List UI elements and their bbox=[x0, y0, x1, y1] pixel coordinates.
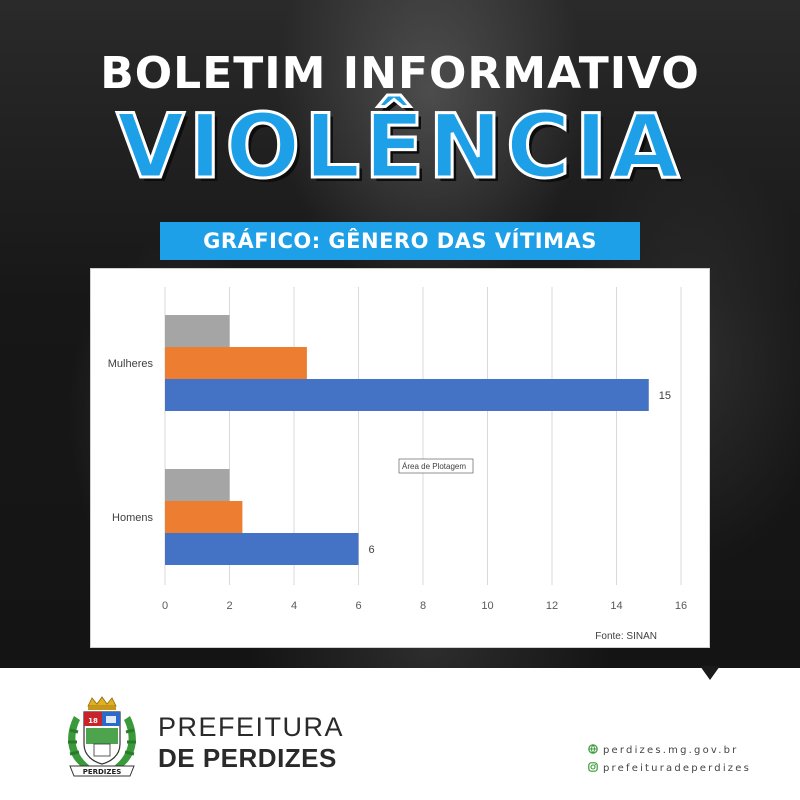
x-tick-label: 4 bbox=[291, 600, 297, 612]
x-tick-label: 6 bbox=[355, 600, 361, 612]
crest-year: 18 bbox=[88, 717, 98, 725]
org-name: PREFEITURA DE PERDIZES bbox=[158, 712, 345, 773]
bar bbox=[165, 469, 230, 501]
x-tick-label: 16 bbox=[675, 600, 687, 612]
city-crest-logo: 18 PERDIZES bbox=[68, 696, 136, 777]
main-title: VIOLÊNCIA bbox=[115, 94, 684, 198]
data-label: 6 bbox=[369, 544, 375, 556]
y-category-label: Mulheres bbox=[108, 358, 154, 370]
footer-notch bbox=[700, 666, 720, 680]
bar bbox=[165, 347, 307, 379]
bar-chart: 0 2 4 6 8 10 12 14 16 Mulheres 15 Homens 6 Área de Pl… bbox=[108, 287, 687, 642]
x-tick-label: 0 bbox=[162, 600, 168, 612]
x-tick-label: 10 bbox=[481, 600, 493, 612]
x-tick-label: 12 bbox=[546, 600, 558, 612]
source-label: Fonte: SINAN bbox=[595, 631, 657, 642]
x-tick-label: 8 bbox=[420, 600, 426, 612]
x-tick-label: 2 bbox=[226, 600, 232, 612]
bar bbox=[165, 501, 243, 533]
org-line2: DE PERDIZES bbox=[158, 743, 337, 773]
x-tick-label: 14 bbox=[610, 600, 622, 612]
website-row[interactable]: perdizes.mg.gov.br bbox=[588, 742, 751, 760]
y-category-label: Homens bbox=[112, 512, 153, 524]
crest-banner-text: PERDIZES bbox=[83, 768, 122, 776]
chart-container: 0 2 4 6 8 10 12 14 16 Mulheres 15 Homens 6 Área de Pl… bbox=[90, 268, 710, 648]
bar bbox=[165, 533, 359, 565]
instagram-handle[interactable]: prefeituradeperdizes bbox=[603, 763, 752, 774]
plot-area-tooltip: Área de Plotagem bbox=[402, 462, 466, 471]
data-label: 15 bbox=[659, 390, 671, 402]
instagram-row[interactable]: prefeituradeperdizes bbox=[588, 760, 751, 778]
globe-icon bbox=[588, 744, 598, 754]
bar bbox=[165, 315, 230, 347]
plot-area-tooltip-box bbox=[398, 458, 474, 474]
bulletin-title: BOLETIM INFORMATIVO bbox=[100, 48, 700, 99]
instagram-icon bbox=[588, 762, 598, 772]
org-line1: PREFEITURA bbox=[158, 712, 345, 742]
contacts: perdizes.mg.gov.br prefeituradeperdizes bbox=[588, 742, 751, 778]
subtitle-bar: GRÁFICO: GÊNERO DAS VÍTIMAS bbox=[160, 222, 640, 260]
bar bbox=[165, 379, 649, 411]
chart-subtitle: GRÁFICO: GÊNERO DAS VÍTIMAS bbox=[203, 229, 597, 253]
website-link[interactable]: perdizes.mg.gov.br bbox=[603, 745, 739, 756]
